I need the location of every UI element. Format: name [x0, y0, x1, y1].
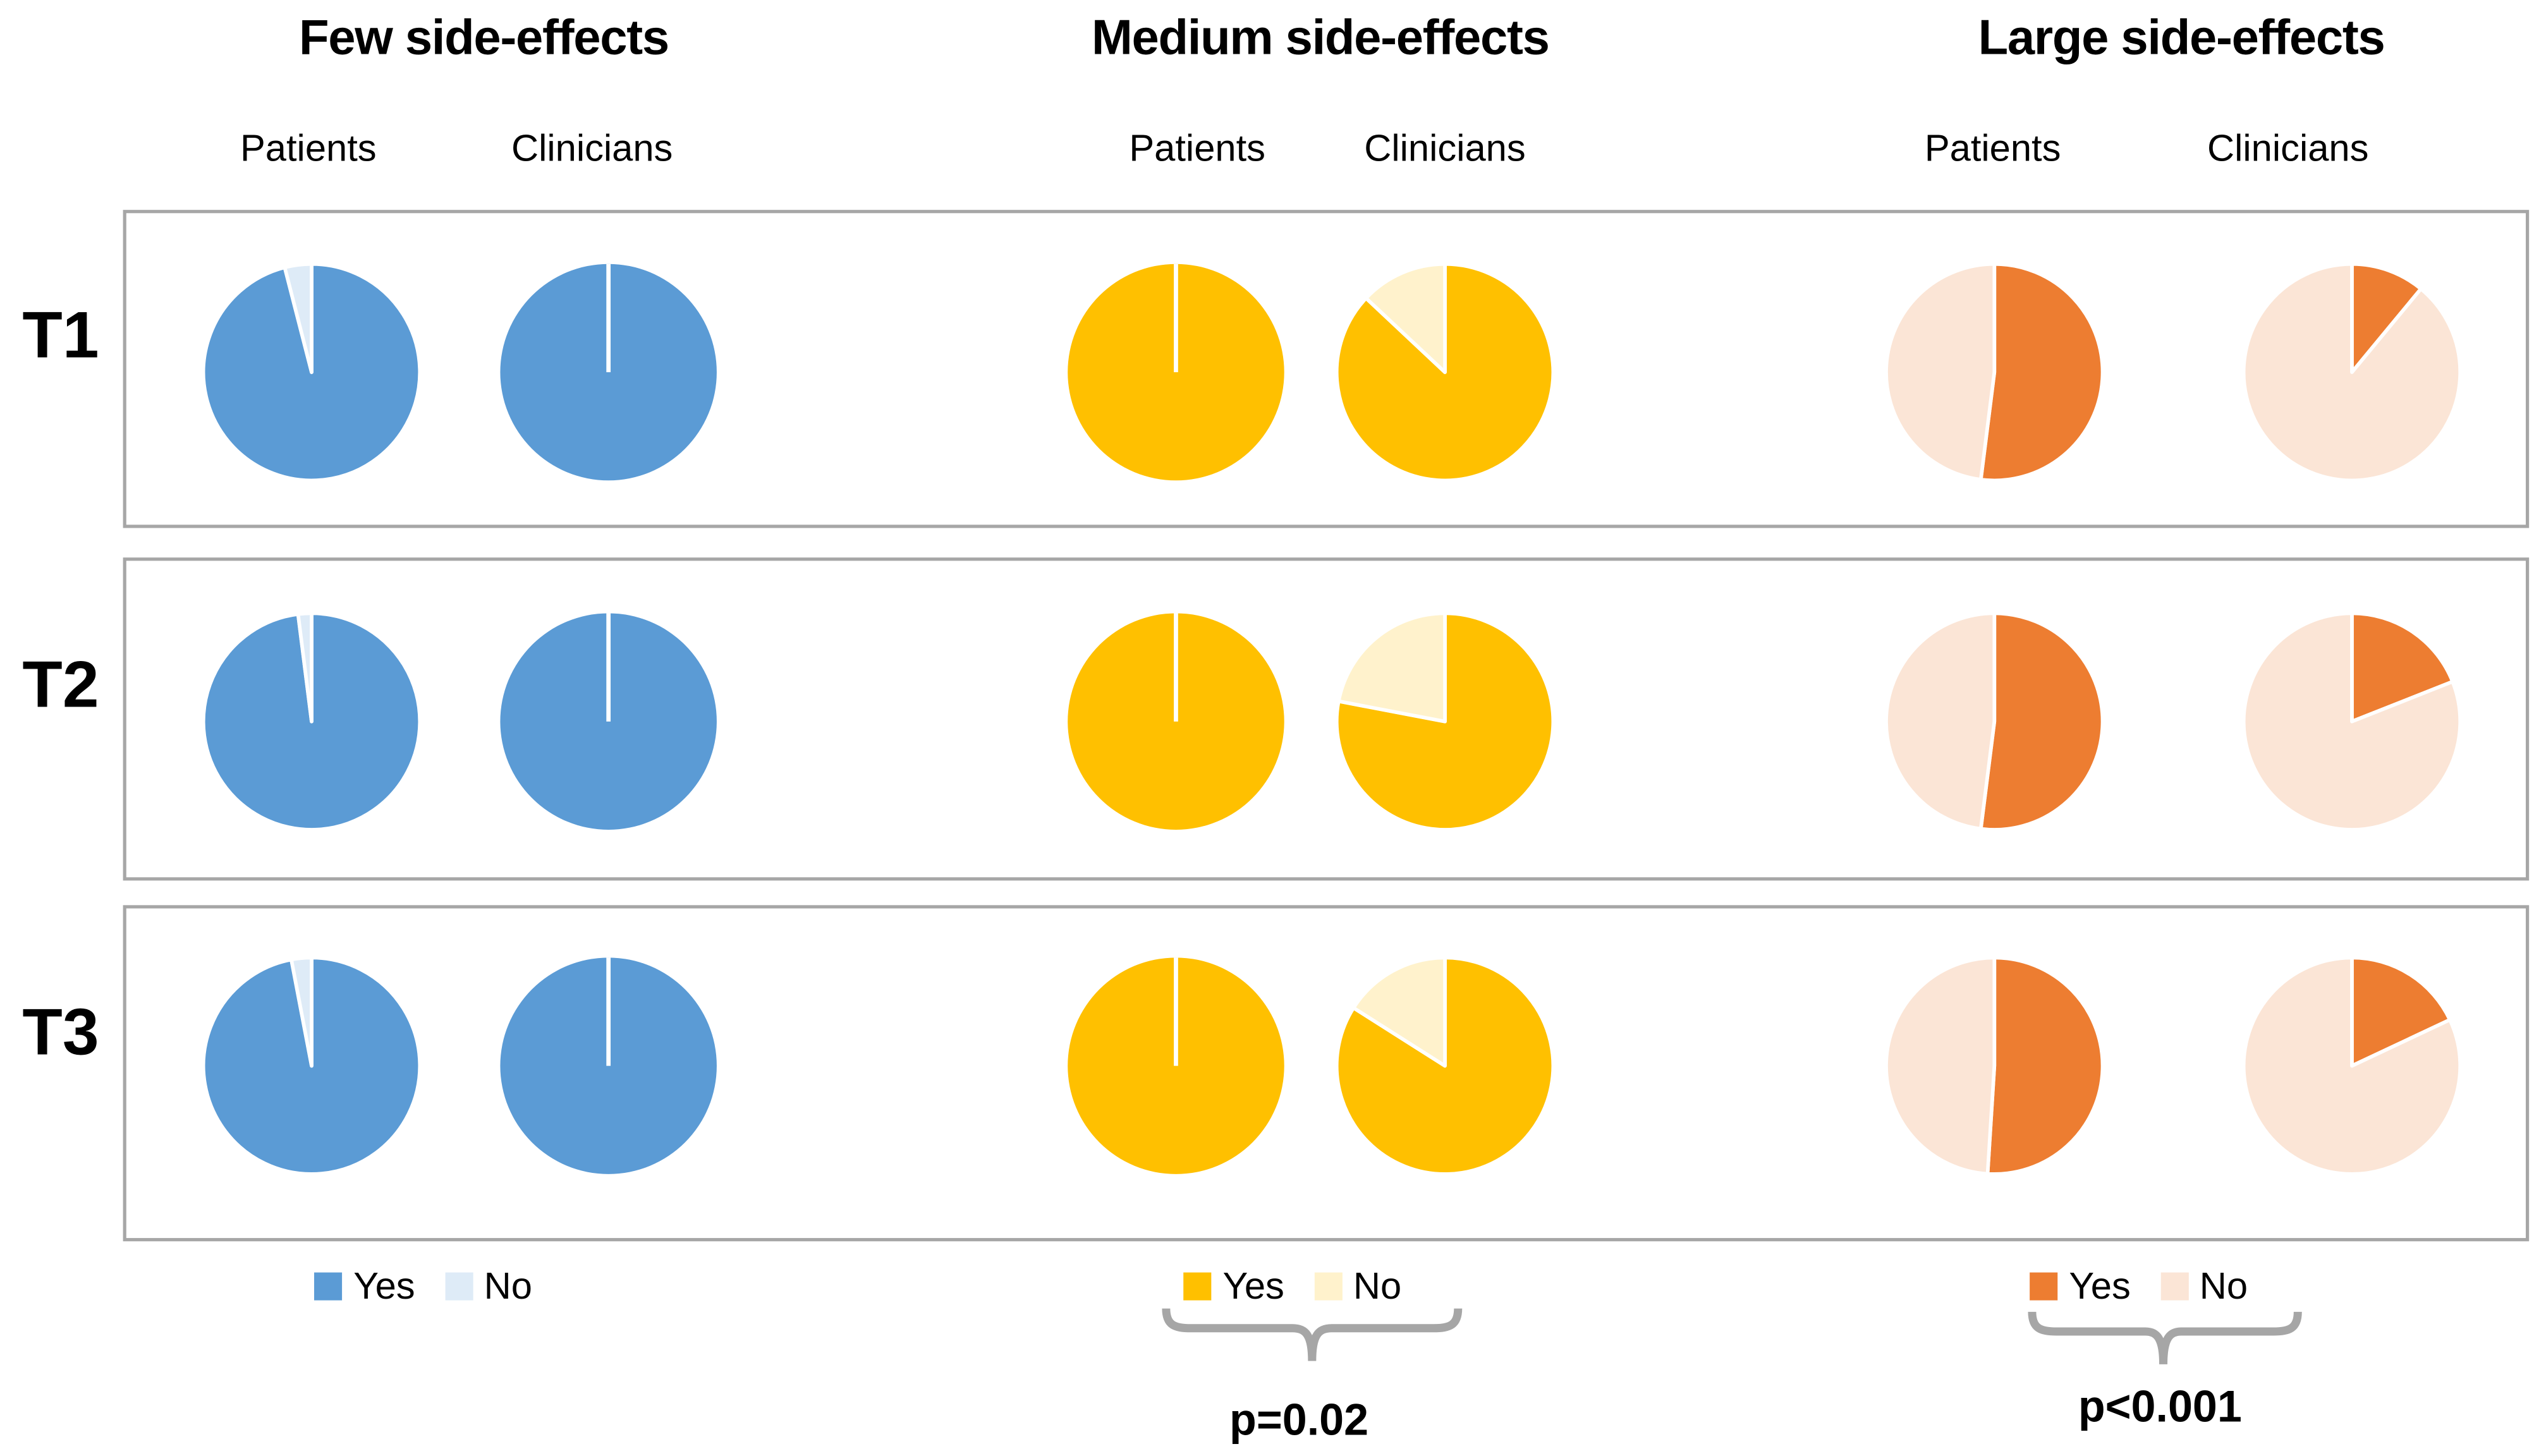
group-title-medium: Medium side-effects — [1091, 11, 1550, 66]
significance-brace-medium-icon — [1162, 1308, 1463, 1361]
pie-t3-medium-clinicians — [1334, 956, 1556, 1176]
legend-large-yes-label: Yes — [2069, 1264, 2131, 1307]
legend-medium-no-label: No — [1353, 1264, 1402, 1307]
row-label-t1: T1 — [22, 300, 99, 373]
row-box-t2 — [123, 557, 2530, 881]
legend-few-no-swatch — [444, 1271, 473, 1300]
group-title-large: Large side-effects — [1978, 11, 2385, 66]
p-value-medium: p=0.02 — [1229, 1395, 1369, 1445]
pie-t1-medium-patients — [1068, 264, 1284, 481]
p-value-large: p<0.001 — [2078, 1382, 2242, 1432]
pie-t2-few-patients — [201, 611, 422, 832]
col-label-large-patients: Patients — [1924, 126, 2061, 169]
col-label-few-patients: Patients — [240, 126, 377, 169]
legend-few: Yes No — [314, 1265, 532, 1307]
legend-large-yes-swatch — [2030, 1271, 2058, 1300]
col-label-medium-patients: Patients — [1129, 126, 1266, 169]
pie-t2-few-clinicians — [500, 613, 717, 830]
legend-few-yes-label: Yes — [353, 1264, 415, 1307]
significance-brace-large-icon — [2028, 1311, 2302, 1364]
pie-t3-medium-patients — [1068, 957, 1284, 1174]
pie-t1-large-patients — [1884, 262, 2105, 483]
pie-t3-large-patients — [1884, 956, 2105, 1176]
legend-medium: Yes No — [1183, 1265, 1401, 1307]
legend-large-no-label: No — [2199, 1264, 2248, 1307]
pie-t1-medium-clinicians — [1334, 262, 1556, 483]
legend-medium-yes-label: Yes — [1222, 1264, 1284, 1307]
row-label-t2: T2 — [22, 649, 99, 722]
pie-t1-few-patients — [201, 262, 422, 483]
legend-medium-no-swatch — [1313, 1271, 1342, 1300]
pie-t2-medium-patients — [1068, 613, 1284, 830]
pie-t3-few-patients — [201, 956, 422, 1176]
pie-t2-large-clinicians — [2241, 611, 2463, 832]
pie-t3-large-clinicians — [2241, 956, 2463, 1176]
row-box-t1 — [123, 210, 2530, 528]
row-label-t3: T3 — [22, 997, 99, 1069]
col-label-large-clinicians: Clinicians — [2207, 126, 2369, 169]
col-label-few-clinicians: Clinicians — [511, 126, 673, 169]
pie-t2-large-patients — [1884, 611, 2105, 832]
pie-t3-few-clinicians — [500, 957, 717, 1174]
legend-few-no-label: No — [484, 1264, 532, 1307]
legend-large: Yes No — [2030, 1265, 2248, 1307]
pie-t2-medium-clinicians — [1334, 611, 1556, 832]
pie-t1-large-clinicians — [2241, 262, 2463, 483]
legend-large-no-swatch — [2160, 1271, 2188, 1300]
pie-t1-few-clinicians — [500, 264, 717, 481]
legend-medium-yes-swatch — [1183, 1271, 1212, 1300]
col-label-medium-clinicians: Clinicians — [1364, 126, 1526, 169]
row-box-t3 — [123, 905, 2530, 1242]
group-title-few: Few side-effects — [298, 11, 669, 66]
legend-few-yes-swatch — [314, 1271, 343, 1300]
